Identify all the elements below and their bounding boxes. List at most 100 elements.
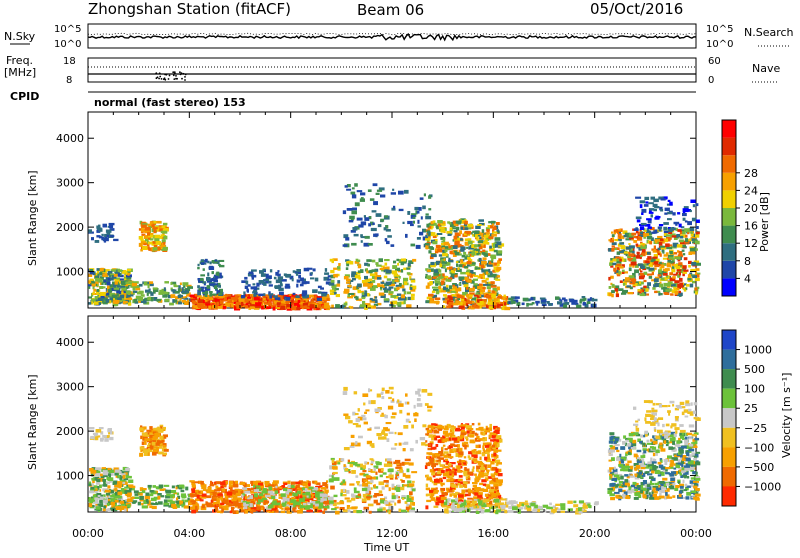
data-cell — [160, 489, 165, 491]
data-cell — [432, 287, 438, 289]
data-cell — [379, 481, 385, 485]
data-cell — [449, 296, 453, 300]
data-cell — [460, 227, 463, 230]
data-cell — [133, 291, 138, 293]
data-cell — [209, 266, 214, 270]
data-cell — [401, 480, 405, 483]
data-cell — [351, 243, 357, 246]
data-cell — [253, 290, 257, 293]
data-cell — [190, 507, 195, 509]
data-cell — [325, 268, 327, 272]
data-cell — [454, 275, 457, 278]
data-cell — [475, 306, 480, 309]
data-cell — [362, 483, 368, 487]
data-cell — [480, 301, 484, 305]
data-cell — [274, 482, 276, 485]
data-cell — [436, 291, 439, 295]
data-cell — [403, 268, 406, 271]
data-cell — [391, 244, 395, 247]
data-cell — [291, 482, 296, 485]
data-cell — [411, 294, 415, 297]
data-cell — [640, 294, 646, 296]
data-cell — [361, 197, 364, 201]
data-cell — [236, 511, 238, 514]
data-cell — [383, 436, 386, 439]
data-cell — [483, 276, 485, 280]
data-cell — [125, 282, 127, 285]
data-cell — [693, 204, 695, 207]
data-cell — [619, 266, 624, 269]
data-cell — [164, 449, 168, 451]
data-cell — [352, 208, 357, 211]
data-cell — [374, 427, 380, 430]
data-cell — [677, 269, 682, 271]
data-cell — [421, 442, 426, 446]
data-cell — [108, 477, 114, 481]
data-cell — [441, 290, 446, 292]
data-cell — [264, 500, 268, 503]
data-cell — [379, 494, 383, 496]
data-cell — [311, 300, 315, 303]
data-cell — [97, 228, 102, 230]
data-cell — [405, 462, 409, 465]
data-cell — [134, 490, 139, 493]
data-cell — [402, 498, 404, 500]
data-cell — [99, 427, 104, 429]
data-cell — [401, 269, 403, 273]
data-cell — [330, 259, 334, 262]
data-cell — [275, 486, 277, 489]
data-cell — [319, 301, 322, 304]
data-cell — [140, 493, 143, 496]
data-cell — [459, 306, 463, 309]
data-cell — [368, 243, 372, 245]
data-cell — [328, 497, 334, 501]
nsearch-label: N.Search — [744, 26, 794, 39]
data-cell — [612, 263, 616, 266]
data-cell — [335, 511, 340, 515]
data-cell — [108, 289, 112, 292]
data-cell — [98, 436, 100, 438]
data-cell — [319, 503, 323, 507]
data-cell — [344, 276, 349, 279]
data-cell — [274, 277, 277, 280]
data-cell — [696, 232, 700, 235]
data-cell — [395, 443, 398, 446]
data-cell — [503, 297, 506, 300]
data-cell — [386, 269, 388, 271]
data-cell — [371, 228, 377, 231]
data-cell — [330, 292, 334, 295]
data-cell — [245, 510, 249, 514]
data-cell — [88, 499, 94, 502]
data-cell — [159, 436, 163, 440]
data-cell — [679, 224, 682, 228]
data-cell — [406, 498, 411, 502]
data-cell — [394, 503, 396, 506]
data-cell — [399, 209, 404, 211]
data-cell — [160, 495, 164, 497]
data-cell — [649, 241, 652, 244]
data-cell — [445, 276, 449, 278]
data-cell — [464, 266, 468, 269]
data-cell — [104, 435, 107, 438]
data-cell — [174, 299, 177, 302]
data-cell — [474, 283, 478, 285]
data-cell — [357, 218, 363, 221]
data-cell — [268, 291, 270, 294]
data-cell — [482, 250, 485, 253]
data-cell — [334, 500, 337, 503]
colorbar-tick-label: 24 — [744, 184, 758, 197]
nave-tick-bottom: 0 — [708, 75, 714, 86]
data-cell — [455, 241, 460, 243]
data-cell — [217, 493, 223, 495]
data-cell — [163, 223, 168, 226]
data-cell — [372, 210, 377, 212]
colorbar-swatch — [722, 138, 736, 156]
data-cell — [664, 231, 669, 233]
data-cell — [297, 491, 301, 495]
data-cell — [660, 246, 665, 248]
data-cell — [337, 266, 341, 269]
colorbar-swatch — [722, 190, 736, 208]
data-cell — [302, 493, 305, 496]
data-cell — [488, 289, 491, 292]
